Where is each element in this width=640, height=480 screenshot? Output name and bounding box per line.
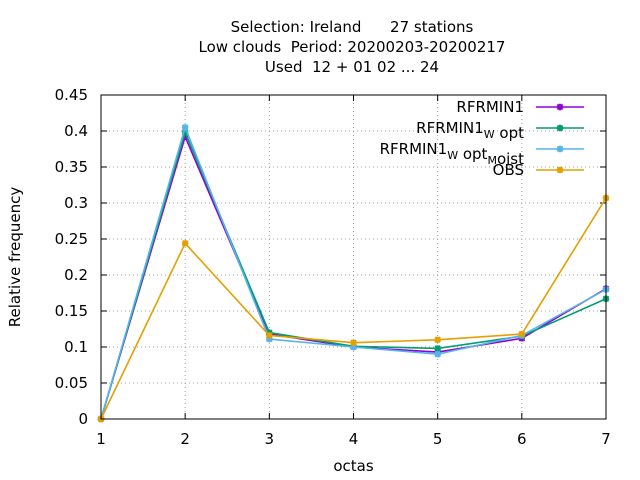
legend-text-part: opt: [495, 124, 524, 142]
y-tick-label: 0.3: [64, 194, 88, 212]
legend-text-part: opt: [458, 145, 487, 163]
y-tick-label: 0.05: [55, 374, 88, 392]
y-tick-label: 0.4: [64, 122, 88, 140]
y-axis-ticks: 0 0.05 0.1 0.15 0.2 0.25 0.3 0.35 0.4 0.45: [55, 86, 88, 428]
data-point-obs-dot: [519, 331, 525, 337]
legend-label-rfrmin1_wopt_moist: RFRMIN1W optMoist: [380, 140, 525, 168]
legend-text-part: oist: [497, 150, 524, 168]
x-tick-label: 5: [433, 430, 443, 448]
legend-marker-obs-dot: [557, 167, 563, 173]
y-tick-label: 0: [78, 410, 88, 428]
legend-label-rfrmin1_wopt: RFRMIN1W opt: [416, 119, 524, 142]
legend-label-obs: OBS: [493, 161, 524, 179]
chart-title: Selection: Ireland 27 stations Low clouds…: [199, 18, 506, 76]
y-tick-label: 0.15: [55, 302, 88, 320]
y-tick-label: 0.1: [64, 338, 88, 356]
y-tick-label: 0.35: [55, 158, 88, 176]
legend-text-part: RFRMIN1: [416, 119, 484, 137]
data-point-obs-dot: [266, 333, 272, 338]
title-line-1: Selection: Ireland 27 stations: [231, 18, 474, 36]
data-point-rfrmin1_wopt_moist-dot: [351, 344, 356, 350]
x-tick-label: 4: [349, 430, 359, 448]
x-axis-label: octas: [333, 457, 373, 475]
title-line-3: Used 12 + 01 02 ... 24: [265, 58, 439, 76]
legend-marker-rfrmin1_wopt-dot: [557, 125, 563, 131]
legend-text-part: RFRMIN1: [380, 140, 448, 158]
legend-marker-rfrmin1_wopt_moist-dot: [557, 146, 563, 152]
x-tick-label: 3: [265, 430, 275, 448]
data-point-obs-dot: [182, 240, 188, 246]
series-rfrmin1: [97, 133, 610, 423]
y-tick-label: 0.2: [64, 266, 88, 284]
y-tick-label: 0.45: [55, 86, 88, 104]
grid: [100, 94, 607, 420]
series-lines: [97, 124, 610, 423]
x-tick-label: 1: [96, 430, 106, 448]
x-axis-ticks: 1 2 3 4 5 6 7: [96, 430, 611, 448]
y-axis-label: Relative frequency: [6, 187, 24, 328]
data-point-obs-dot: [351, 340, 356, 346]
x-tick-label: 2: [180, 430, 190, 448]
data-point-rfrmin1_wopt_moist-dot: [435, 351, 441, 357]
y-tick-label: 0.25: [55, 230, 88, 248]
legend-text-part: RFRMIN1: [456, 98, 524, 116]
legend-text-part: M: [487, 154, 497, 167]
x-tick-label: 6: [517, 430, 527, 448]
legend-text-part: OBS: [493, 161, 524, 179]
data-point-rfrmin1_wopt_moist-dot: [182, 125, 188, 130]
legend-text-part: W: [484, 128, 495, 141]
plot-frame: [100, 94, 607, 420]
legend-label-rfrmin1: RFRMIN1: [456, 98, 524, 116]
x-tick-label: 7: [601, 430, 611, 448]
title-line-2: Low clouds Period: 20200203-20200217: [199, 38, 506, 56]
data-point-rfrmin1_wopt-dot: [435, 346, 441, 351]
legend-text-part: W: [447, 149, 458, 162]
data-point-obs-dot: [435, 337, 441, 343]
legend-marker-rfrmin1-dot: [557, 104, 563, 110]
series-obs: [97, 194, 610, 423]
